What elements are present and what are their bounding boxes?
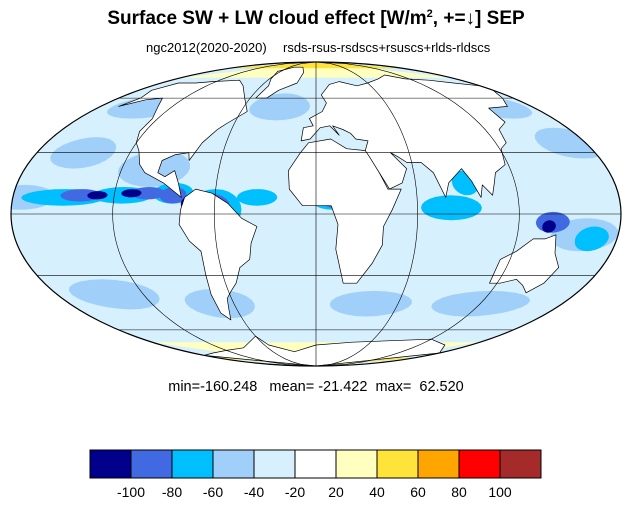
colorbar-tick-label: -40 — [244, 484, 264, 500]
colorbar-swatch — [89, 449, 132, 479]
stat-min-label: min= — [168, 379, 201, 395]
colorbar-swatch — [253, 449, 296, 479]
field-patch — [574, 226, 609, 252]
meridian-line — [112, 62, 317, 366]
field-patch — [249, 93, 310, 121]
colorbar-swatch — [212, 449, 255, 479]
colorbar-tick-label: 40 — [369, 484, 385, 500]
subtitle-left: ngc2012(2020-2020) — [146, 40, 267, 55]
field-patch — [68, 279, 160, 310]
stat-mean-label: mean= — [269, 379, 315, 395]
land-africa — [288, 138, 402, 284]
subtitle-right: rsds-rsus-rsdscs+rsuscs+rlds-rldscs — [283, 40, 491, 55]
figure-title: Surface SW + LW cloud effect [W/m2, +=↓]… — [0, 8, 632, 30]
stat-mean-value: -21.422 — [318, 379, 368, 395]
colorbar-tick-label: -100 — [117, 484, 145, 500]
colorbar-tick-label: 20 — [328, 484, 344, 500]
land-eurasia — [300, 74, 508, 198]
field-patch — [121, 189, 142, 198]
meridian-line — [213, 62, 317, 366]
world-map — [10, 61, 622, 367]
stat-min-value: -160.248 — [200, 379, 258, 395]
colorbar-tick-label: 100 — [488, 484, 512, 500]
title-tail: , +=↓] SEP — [432, 8, 525, 29]
colorbar-tick-label: 80 — [451, 484, 467, 500]
colorbar-swatch — [417, 449, 460, 479]
field-patch — [236, 189, 278, 206]
title-exponent: 2 — [426, 8, 433, 20]
land-greenland — [255, 66, 304, 99]
field-patch — [431, 290, 531, 317]
field-patch — [87, 191, 108, 200]
colorbar-swatch — [376, 449, 419, 479]
stat-max-label: max= — [375, 379, 412, 395]
colorbar-tick-label: -80 — [162, 484, 182, 500]
colorbar-swatch — [499, 449, 542, 479]
title-text: Surface SW + LW cloud effect [W/m — [107, 8, 427, 29]
colorbar-swatch — [171, 449, 214, 479]
stats-line: min=-160.248 mean= -21.422 max= 62.520 — [0, 379, 632, 395]
stat-max-value: 62.520 — [419, 379, 464, 395]
globe-outline — [10, 61, 622, 367]
colorbar-swatch — [130, 449, 173, 479]
field-patch — [329, 290, 412, 317]
meridian-line — [315, 62, 520, 366]
colorbar-swatch — [335, 449, 378, 479]
colorbar-swatch — [458, 449, 501, 479]
colorbar-tick-label: -20 — [285, 484, 305, 500]
field-patch — [542, 220, 556, 233]
meridian-line — [315, 62, 419, 366]
colorbar-tick-label: -60 — [203, 484, 223, 500]
colorbar-swatch — [294, 449, 337, 479]
colorbar-tick-label: 60 — [410, 484, 426, 500]
land-north-america — [118, 79, 248, 198]
field-patch — [131, 187, 165, 200]
